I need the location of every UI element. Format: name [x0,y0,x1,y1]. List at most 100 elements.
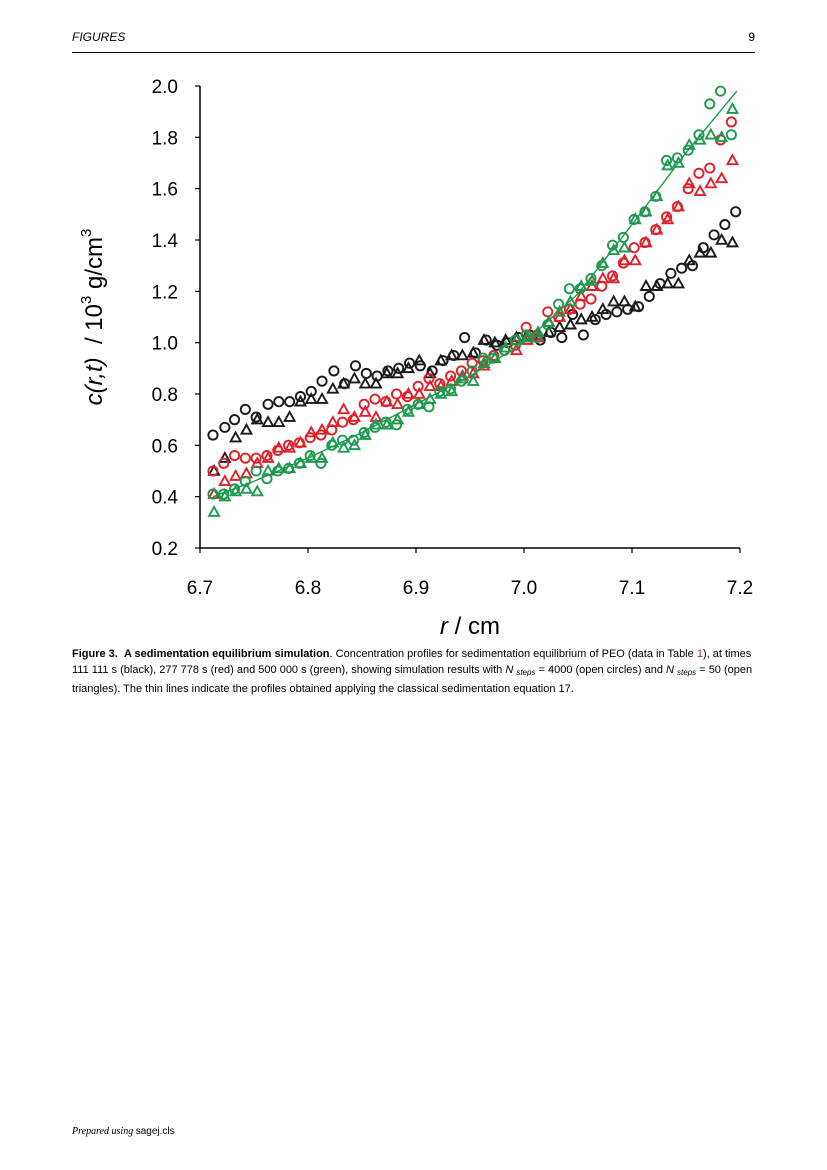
caption-n-steps-1: N [505,664,514,676]
x-tick-label: 6.8 [295,578,321,599]
circle-point [207,465,219,477]
circle-point [693,167,705,179]
triangle-point [574,289,588,302]
triangle-point [358,404,372,417]
triangle-point [391,397,405,410]
y-tick-label: 1.4 [152,231,179,252]
y-tick-label: 1.6 [152,180,178,201]
caption-text-4: = 50 (open triangles). The thin lines in… [72,664,753,695]
circle-point [715,85,727,97]
triangle-point [423,379,437,392]
triangle-point [229,484,243,497]
triangle-point [250,412,264,425]
circle-point [273,396,285,408]
circle-point [542,306,554,318]
triangle-point [229,430,243,443]
circle-point [337,416,349,428]
circle-point [328,365,340,377]
triangle-point [401,404,416,417]
circle-point [585,293,597,305]
x-axis-label-var: r [440,613,449,640]
triangle-point [466,374,480,386]
circle-point [207,488,219,500]
triangle-point [380,417,394,430]
y-axis-ticks: 0.2 0.4 0.6 0.8 1.0 1.2 1.4 1.6 1.8 2.0 [152,77,200,560]
triangle-point [661,212,675,225]
triangle-point [293,435,308,448]
circle-point [459,331,471,344]
triangle-point [445,384,459,397]
circle-point [676,262,688,274]
triangle-point [261,415,275,427]
circle-point [531,331,543,344]
triangle-point [628,212,642,225]
triangle-point [639,279,653,291]
triangle-point [445,348,459,361]
circle-point [585,272,597,285]
circle-point [682,144,694,156]
triangle-point [596,271,610,284]
circle-point [520,329,532,341]
triangle-point [239,422,254,435]
circle-point [556,331,568,344]
triangle-point [671,199,686,212]
triangle-point [218,489,232,502]
triangle-point [542,325,556,338]
triangle-point [628,299,642,312]
triangle-point [315,422,329,435]
circle-point [294,391,306,403]
triangle-point [596,302,610,315]
triangle-point [704,176,718,189]
triangle-point [617,253,632,266]
circle-point [563,283,575,295]
circle-point [704,98,716,110]
circle-point [250,411,262,423]
y-axis-label-exp2: 3 [78,229,95,237]
circle-point [315,457,327,469]
circle-point [316,375,328,387]
y-axis-label-exp1: 3 [78,296,95,304]
figure-caption: Figure 3. A sedimentation equilibrium si… [72,646,760,697]
triangle-point [347,409,362,422]
circle-point [725,116,737,128]
caption-subscript-2: steps [677,668,697,677]
triangle-point [434,353,448,366]
running-title: FIGURES [72,30,126,44]
circle-point [704,162,716,174]
circle-point [643,290,655,303]
triangle-point [477,332,491,345]
y-axis-label-scale: / 10 [81,304,108,357]
triangle-point [304,425,318,438]
table-reference-link[interactable]: 1 [696,648,703,660]
triangle-point [272,440,286,453]
triangle-point [596,255,610,268]
circle-point [589,314,601,326]
circle-point [617,231,629,243]
circle-point [239,452,251,464]
triangle-point [715,130,729,143]
triangle-point [542,314,556,327]
circle-point [693,129,705,141]
circle-point [628,242,640,254]
triangle-point [725,153,740,166]
circle-point [434,378,446,390]
triangle-point [725,101,740,114]
triangle-point [283,440,297,453]
triangle-point [218,474,232,487]
x-axis-label-unit: / cm [448,613,500,640]
x-tick-label: 7.1 [619,578,645,599]
circle-point [305,385,317,397]
footer-class-file: sagej.cls [135,1126,175,1137]
circle-point [369,393,381,405]
triangle-point [574,312,588,325]
circle-point [382,365,394,377]
triangle-point [607,271,621,284]
triangle-point [661,158,675,171]
triangle-point [337,402,351,415]
caption-text-3: = 4000 (open circles) and [535,664,667,676]
triangle-point [499,340,513,353]
triangle-point [693,245,707,258]
circle-point [730,206,742,218]
triangle-point [455,348,470,361]
y-tick-label: 0.4 [152,488,179,509]
